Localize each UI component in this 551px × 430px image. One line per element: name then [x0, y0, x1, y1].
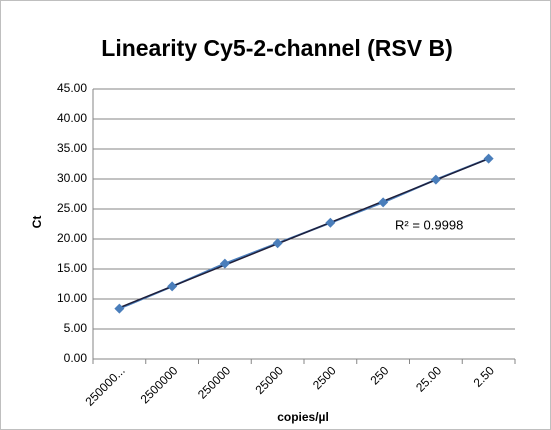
y-tick-label: 10.00 [57, 291, 87, 305]
y-tick-label: 40.00 [57, 111, 87, 125]
marker [430, 174, 441, 185]
marker [114, 303, 125, 314]
y-axis-label: Ct [30, 216, 44, 229]
x-axis-label: copies/µl [277, 410, 329, 424]
marker [272, 238, 283, 249]
y-tick-label: 15.00 [57, 261, 87, 275]
y-tick-label: 0.00 [64, 351, 88, 365]
y-tick-label: 45.00 [57, 81, 87, 95]
marker [219, 258, 230, 269]
marker [378, 197, 389, 208]
y-tick-label: 35.00 [57, 141, 87, 155]
y-tick-label: 5.00 [64, 321, 88, 335]
y-tick-label: 20.00 [57, 231, 87, 245]
marker [167, 281, 178, 292]
y-tick-label: 30.00 [57, 171, 87, 185]
marker [483, 153, 494, 164]
chart-title: Linearity Cy5-2-channel (RSV B) [101, 35, 452, 61]
annotation: R² = 0.9998 [395, 217, 463, 232]
y-tick-label: 25.00 [57, 201, 87, 215]
trendline [119, 157, 489, 309]
marker [325, 217, 336, 228]
